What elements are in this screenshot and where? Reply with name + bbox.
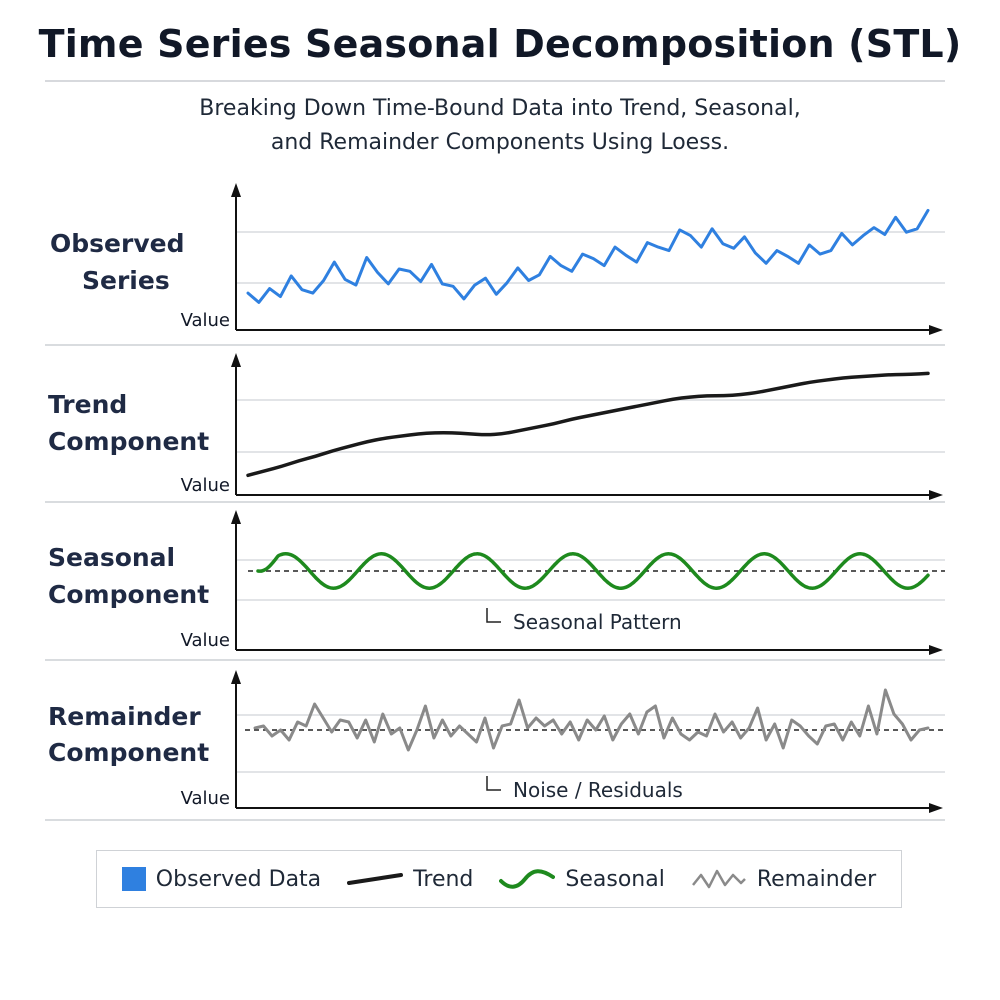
- panel-label-trend-1: Trend: [48, 390, 127, 419]
- x-axis-arrow-icon: [929, 325, 943, 335]
- y-axis-arrow-icon: [231, 510, 241, 524]
- annotation-leader-line: [486, 608, 501, 623]
- y-axis-arrow-icon: [231, 670, 241, 684]
- panel-label-remainder-2: Component: [48, 738, 209, 767]
- remainder-series-line: [253, 688, 930, 752]
- panel-label-remainder-1: Remainder: [48, 702, 201, 731]
- trend-series-line: [246, 371, 930, 478]
- y-axis-label: Value: [181, 788, 230, 809]
- legend: Observed Data Trend Seasonal Remainder: [96, 850, 902, 908]
- seasonal-wave-icon: [499, 869, 556, 889]
- remainder-zigzag-icon: [691, 869, 746, 889]
- subtitle-line-1: Breaking Down Time-Bound Data into Trend…: [199, 96, 801, 121]
- legend-item-remainder: Remainder: [691, 867, 876, 892]
- legend-label-observed: Observed Data: [155, 866, 322, 892]
- legend-item-trend: Trend: [347, 867, 473, 892]
- title-divider: [45, 80, 945, 82]
- legend-label-remainder: Remainder: [756, 866, 877, 892]
- y-axis-arrow-icon: [231, 353, 241, 367]
- annotation-label-remainder: Noise / Residuals: [513, 778, 683, 802]
- panel-label-seasonal-1: Seasonal: [48, 543, 175, 572]
- annotation-leader-line: [486, 776, 501, 791]
- annotation-label-seasonal: Seasonal Pattern: [513, 610, 682, 634]
- x-axis-arrow-icon: [929, 490, 943, 500]
- chart-title: Time Series Seasonal Decomposition (STL): [38, 22, 962, 66]
- legend-label-seasonal: Seasonal: [565, 866, 665, 892]
- panel-label-trend-2: Component: [48, 427, 209, 456]
- y-axis-arrow-icon: [231, 183, 241, 197]
- y-axis-label: Value: [181, 630, 230, 651]
- seasonal-series-line: [256, 552, 930, 590]
- panel-label-observed-2: Series: [82, 266, 170, 295]
- legend-item-seasonal: Seasonal: [499, 866, 665, 892]
- chart-subtitle: Breaking Down Time-Bound Data into Trend…: [0, 92, 1000, 160]
- trend-line-icon: [347, 873, 404, 885]
- observed-series-line: [246, 208, 930, 304]
- legend-item-observed: Observed Data: [121, 866, 322, 892]
- x-axis-arrow-icon: [929, 803, 943, 813]
- y-axis-label: Value: [181, 475, 230, 496]
- legend-label-trend: Trend: [413, 866, 474, 892]
- observed-swatch-icon: [121, 867, 146, 891]
- subtitle-line-2: and Remainder Components Using Loess.: [270, 130, 730, 155]
- panel-label-observed-1: Observed: [50, 229, 184, 258]
- x-axis-arrow-icon: [929, 645, 943, 655]
- y-axis-label: Value: [181, 310, 230, 331]
- panel-label-seasonal-2: Component: [48, 580, 209, 609]
